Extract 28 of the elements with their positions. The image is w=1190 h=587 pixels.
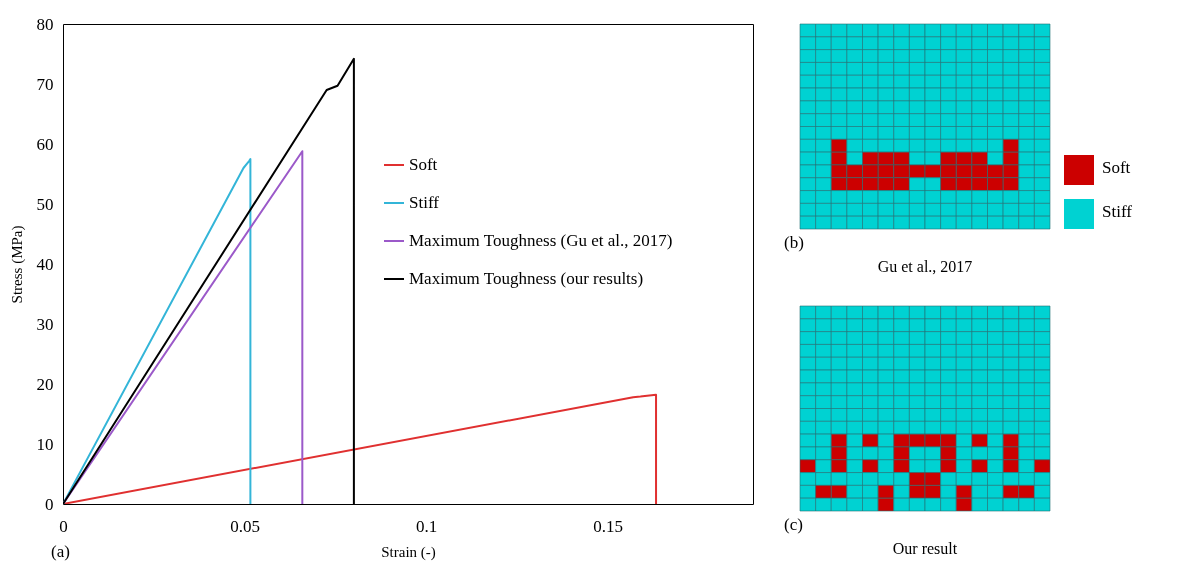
text: Stiff (1102, 202, 1133, 221)
y-tick-label: 60 (36, 134, 54, 154)
legend-label: Soft (409, 155, 438, 174)
y-tick-label: 10 (36, 434, 54, 454)
line-series (63, 158, 252, 504)
y-tick-label: 20 (36, 374, 54, 394)
legend-label: Maximum Toughness (our results) (409, 269, 644, 288)
line-series (63, 393, 658, 504)
x-tick-label: 0.1 (416, 516, 438, 536)
text: (b) (784, 233, 804, 252)
y-tick-label: 70 (36, 74, 54, 94)
y-tick-label: 40 (36, 254, 54, 274)
text: (c) (784, 515, 803, 534)
y-tick-label: 30 (36, 314, 54, 334)
text: Our result (892, 540, 958, 557)
text: Soft (1102, 158, 1131, 177)
x-tick-label: 0.15 (593, 516, 624, 536)
y-tick-label: 0 (45, 494, 54, 514)
y-tick-label: 80 (36, 14, 54, 34)
x-tick-label: 0.05 (230, 516, 260, 536)
legend-label: Maximum Toughness (Gu et al., 2017) (409, 231, 673, 250)
text: Gu et al., 2017 (877, 258, 973, 275)
x-tick-label: 0 (59, 516, 68, 536)
y-axis-title: Stress (MPa) (8, 225, 26, 304)
x-axis-title: Strain (-) (381, 543, 436, 561)
legend-label: Stiff (409, 193, 440, 212)
text: (a) (51, 542, 70, 561)
y-tick-label: 50 (36, 194, 54, 214)
